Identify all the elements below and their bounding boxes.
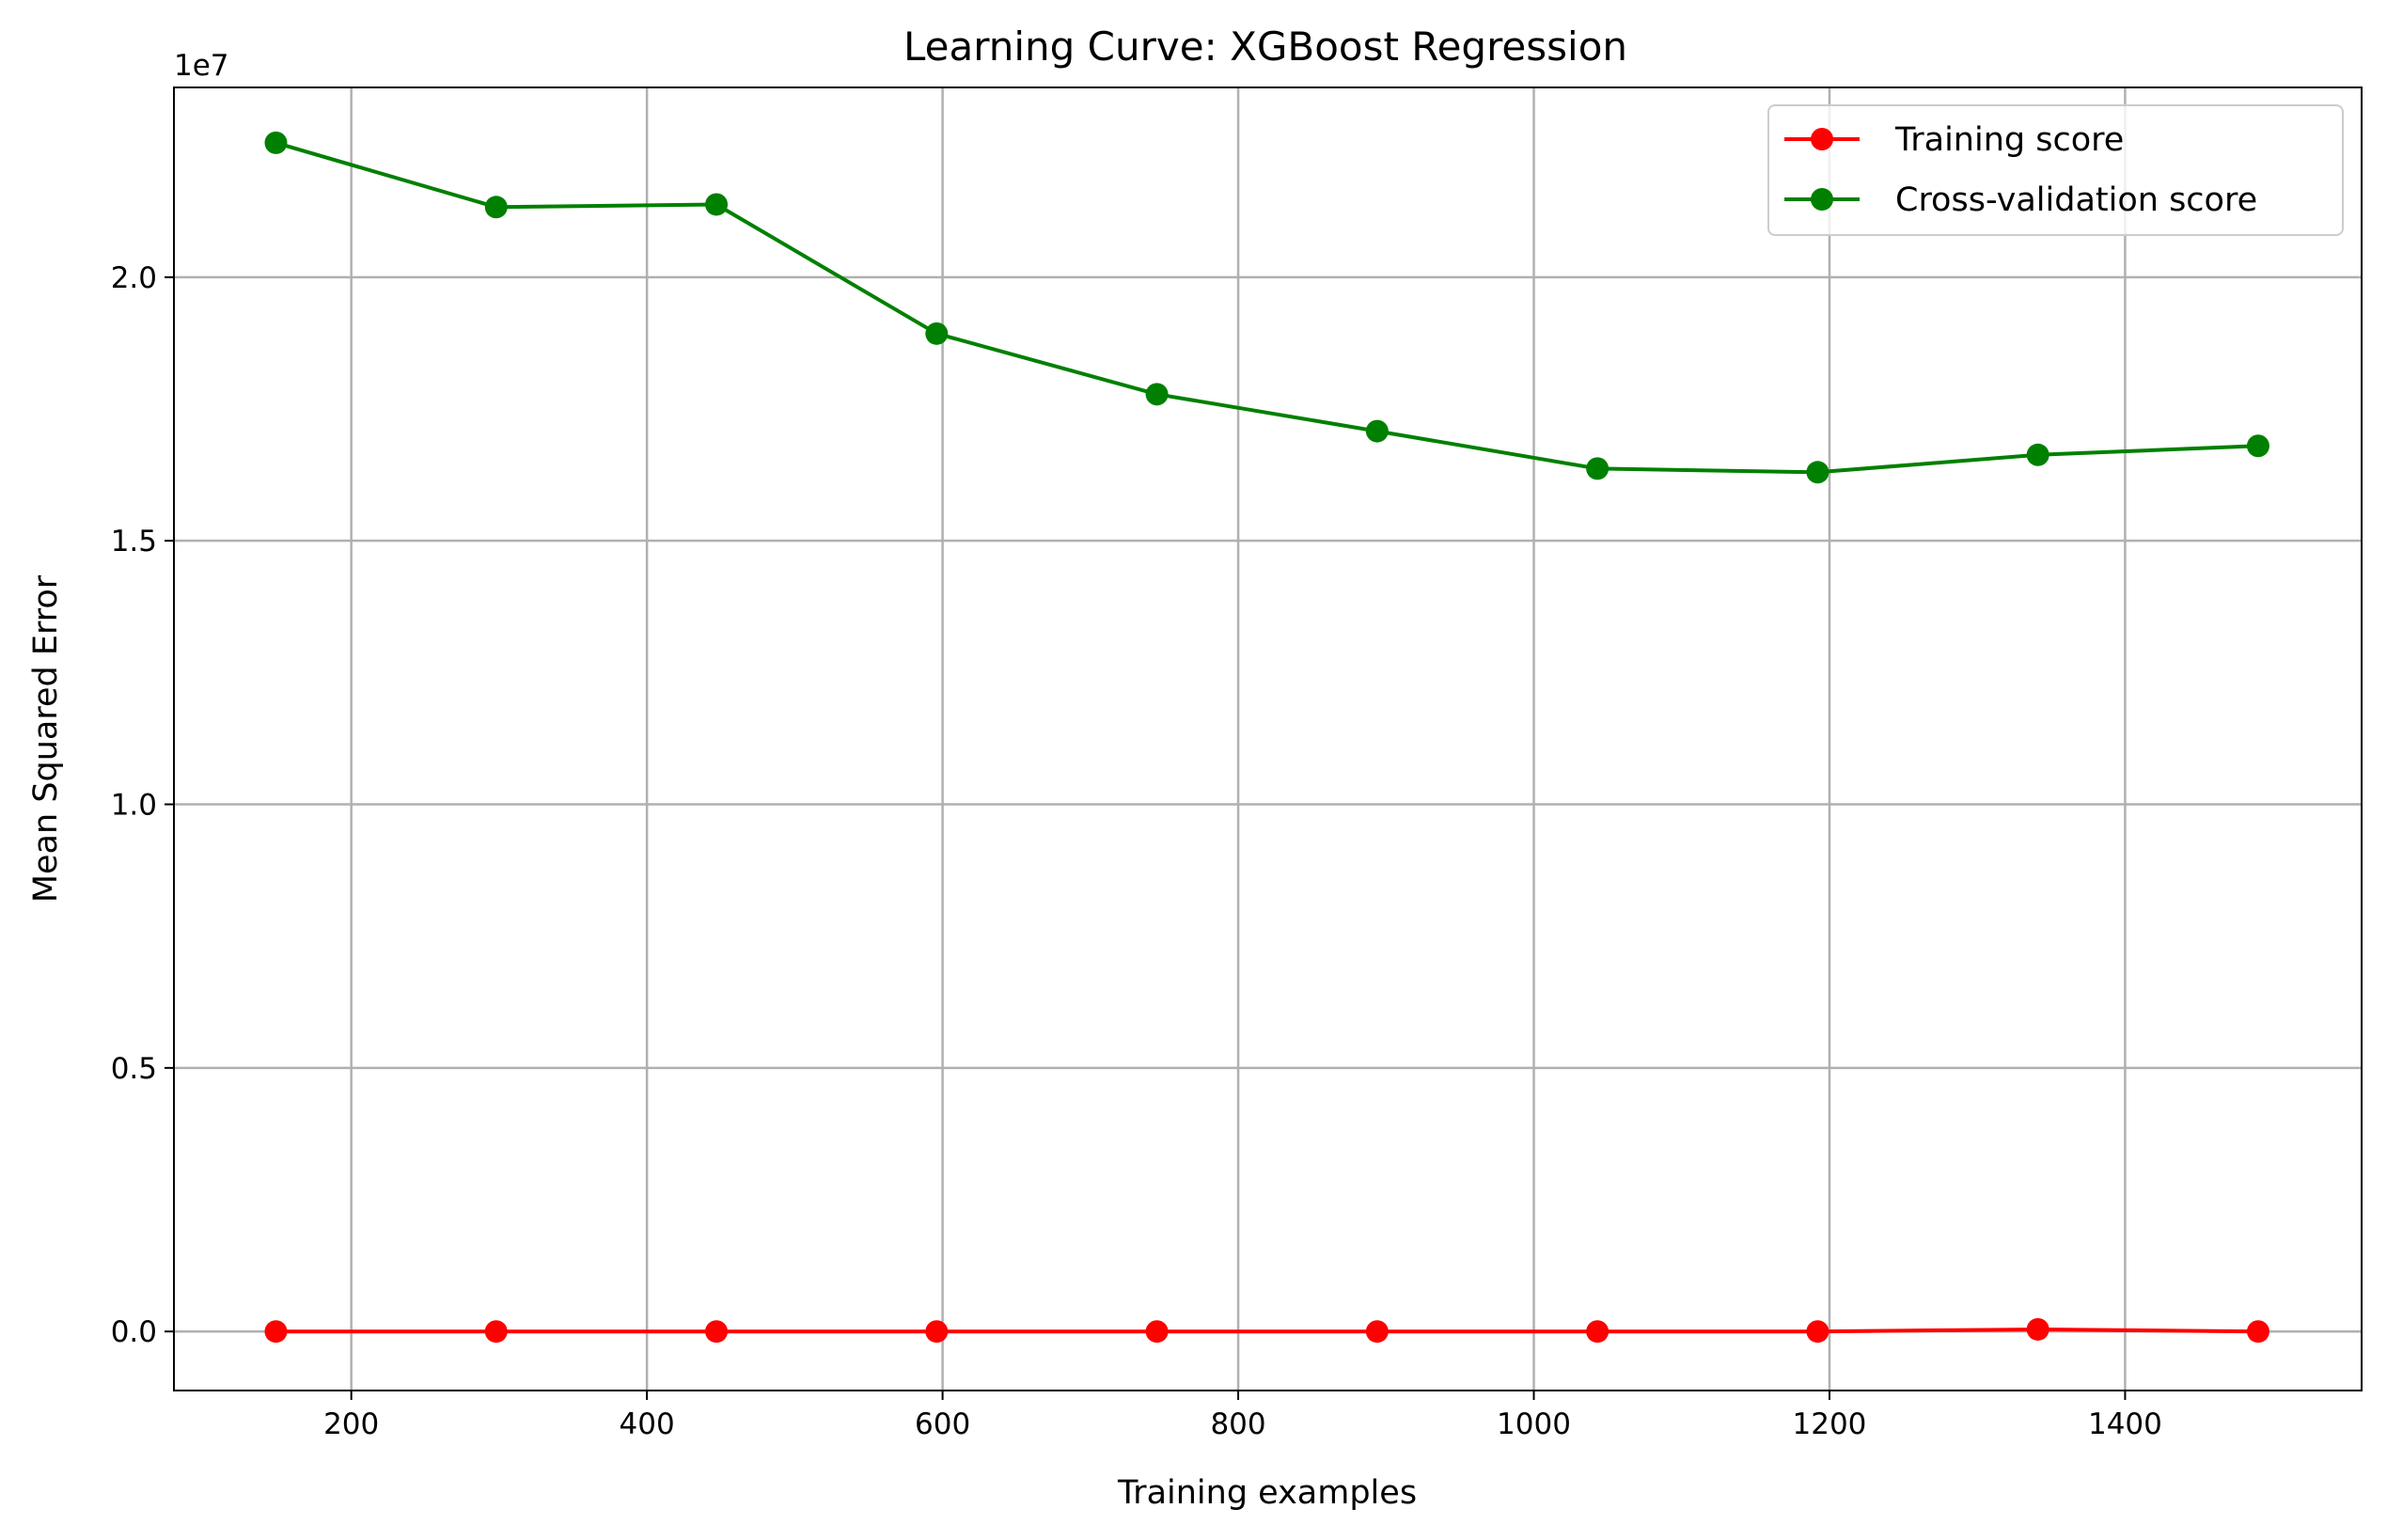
- plot-background: [174, 87, 2362, 1391]
- x-tick-label: 800: [1210, 1407, 1265, 1441]
- series-point-1: [264, 131, 288, 154]
- series-point-0: [925, 1320, 949, 1344]
- y-tick-label: 2.0: [111, 261, 157, 295]
- x-gridlines: [350, 87, 2127, 1391]
- series-point-0: [1586, 1320, 1610, 1344]
- series-point-1: [484, 196, 508, 219]
- y-tick-label: 0.0: [111, 1315, 157, 1349]
- series-line-1: [274, 140, 2260, 475]
- series-point-1: [2246, 434, 2269, 458]
- y-tick-label: 1.0: [111, 789, 157, 823]
- plot-frame: [173, 86, 2363, 1391]
- y-axis: 0.0 0.5 1.0 1.5 2.0: [111, 261, 174, 1349]
- legend-entries: Training score Cross-validation score: [1784, 121, 2257, 219]
- y-axis-scale-label: 1e7: [174, 49, 229, 83]
- series-point-0: [2246, 1320, 2269, 1344]
- series-point-1: [1145, 383, 1169, 406]
- legend-marker: [1811, 188, 1833, 211]
- y-axis-label: Mean Squared Error: [27, 574, 65, 903]
- series-point-0: [705, 1320, 729, 1344]
- series-point-1: [925, 322, 949, 345]
- series-point-1: [2026, 443, 2049, 466]
- x-tick-label: 600: [915, 1407, 970, 1441]
- legend-label: Training score: [1894, 121, 2124, 159]
- series-point-1: [705, 193, 729, 216]
- series-point-0: [1365, 1320, 1389, 1344]
- x-tick-label: 200: [323, 1407, 379, 1441]
- series-point-0: [1806, 1320, 1830, 1344]
- x-tick-label: 1200: [1793, 1407, 1867, 1441]
- series-point-0: [2026, 1317, 2049, 1341]
- x-tick-label: 1400: [2088, 1407, 2162, 1441]
- y-tick-label: 0.5: [111, 1052, 157, 1086]
- legend: Training score Cross-validation score: [1767, 104, 2344, 236]
- series-layer: [264, 131, 2269, 1344]
- plot-area: [173, 86, 2363, 1391]
- series-line-0: [274, 1328, 2260, 1334]
- series-point-1: [1806, 461, 1830, 484]
- legend-marker: [1811, 128, 1833, 150]
- x-axis-label: Training examples: [1117, 1474, 1417, 1512]
- series-point-0: [484, 1320, 508, 1344]
- series-point-0: [264, 1320, 288, 1344]
- legend-label: Cross-validation score: [1895, 181, 2257, 219]
- series-point-1: [1586, 457, 1610, 480]
- x-tick-label: 1000: [1497, 1407, 1571, 1441]
- y-tick-label: 1.5: [111, 525, 157, 558]
- chart-title: Learning Curve: XGBoost Regression: [903, 24, 1627, 70]
- x-axis: 200 400 600 800 1000 1200 1400: [323, 1391, 2162, 1441]
- series-point-1: [1365, 419, 1389, 443]
- series-point-0: [1145, 1320, 1169, 1344]
- legend-frame: [1767, 104, 2344, 236]
- x-tick-label: 400: [620, 1407, 675, 1441]
